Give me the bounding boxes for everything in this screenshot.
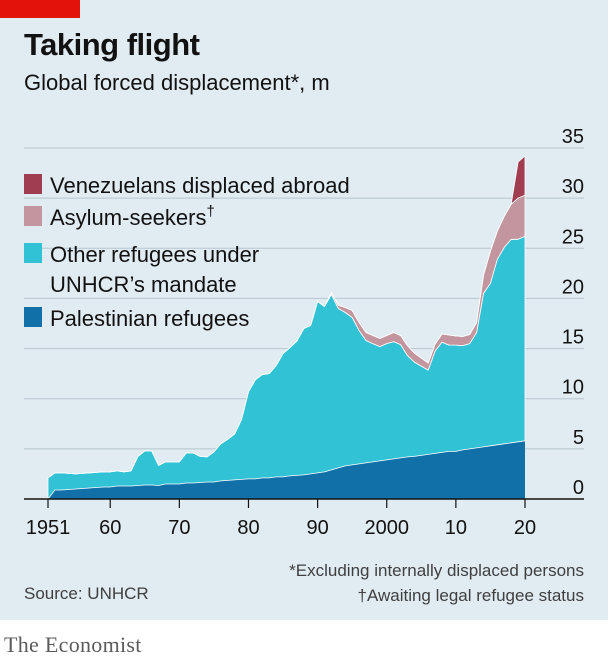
y-tick-label-20: 20 — [562, 276, 584, 298]
x-tick-label-2020: 20 — [514, 517, 536, 539]
series-area-0 — [48, 440, 525, 499]
brand-logo-text: The Economist — [4, 632, 142, 657]
y-tick-label-25: 25 — [562, 226, 584, 248]
legend-label-sup-1: † — [206, 203, 214, 220]
y-tick-label-10: 10 — [562, 377, 584, 399]
x-tick-label-1990: 90 — [306, 517, 328, 539]
stacked-area-chart: 0 5 10 15 20 25 30 35 1951 60 70 80 90 2000 10 20 Venez… — [24, 126, 584, 539]
legend-label-3: Palestinian refugees — [50, 306, 249, 331]
y-tick-label-0: 0 — [573, 477, 584, 499]
legend-swatch-3 — [24, 307, 42, 327]
footnote-awaiting: †Awaiting legal refugee status — [357, 586, 584, 605]
legend-label-2: Other refugees under — [50, 242, 259, 267]
legend-swatch-0 — [24, 174, 42, 194]
x-tick-label-1970: 70 — [168, 517, 190, 539]
chart-title: Taking flight — [24, 27, 200, 62]
legend-label-0: Venezuelans displaced abroad — [50, 173, 350, 198]
x-tick-label-1960: 60 — [99, 517, 121, 539]
legend: Venezuelans displaced abroad Asylum-seeke… — [24, 173, 350, 331]
x-tick-label-1951: 1951 — [26, 517, 71, 539]
chart-subtitle: Global forced displacement*, m — [24, 70, 330, 95]
x-tick-label-1980: 80 — [237, 517, 259, 539]
area-series — [47, 155, 526, 500]
axes: 0 5 10 15 20 25 30 35 1951 60 70 80 90 2000 10 20 — [24, 126, 584, 539]
legend-label-1: Asylum-seekers† — [50, 203, 215, 230]
footnotes: *Excluding internally displaced persons … — [289, 558, 584, 608]
series-area-3 — [47, 155, 526, 479]
legend-swatch-2 — [24, 243, 42, 263]
footnote-excluding: *Excluding internally displaced persons — [289, 561, 584, 580]
source-note: Source: UNHCR — [24, 584, 149, 603]
brand-accent-tag — [0, 0, 80, 18]
x-tick-label-2010: 10 — [445, 517, 467, 539]
y-tick-label-30: 30 — [562, 176, 584, 198]
legend-label-line2-2: UNHCR’s mandate — [50, 272, 237, 297]
legend-swatch-1 — [24, 206, 42, 226]
y-tick-label-35: 35 — [562, 126, 584, 148]
x-tick-label-2000: 2000 — [364, 517, 409, 539]
y-tick-label-15: 15 — [562, 327, 584, 349]
brand-footer — [0, 620, 608, 662]
y-tick-label-5: 5 — [573, 427, 584, 449]
